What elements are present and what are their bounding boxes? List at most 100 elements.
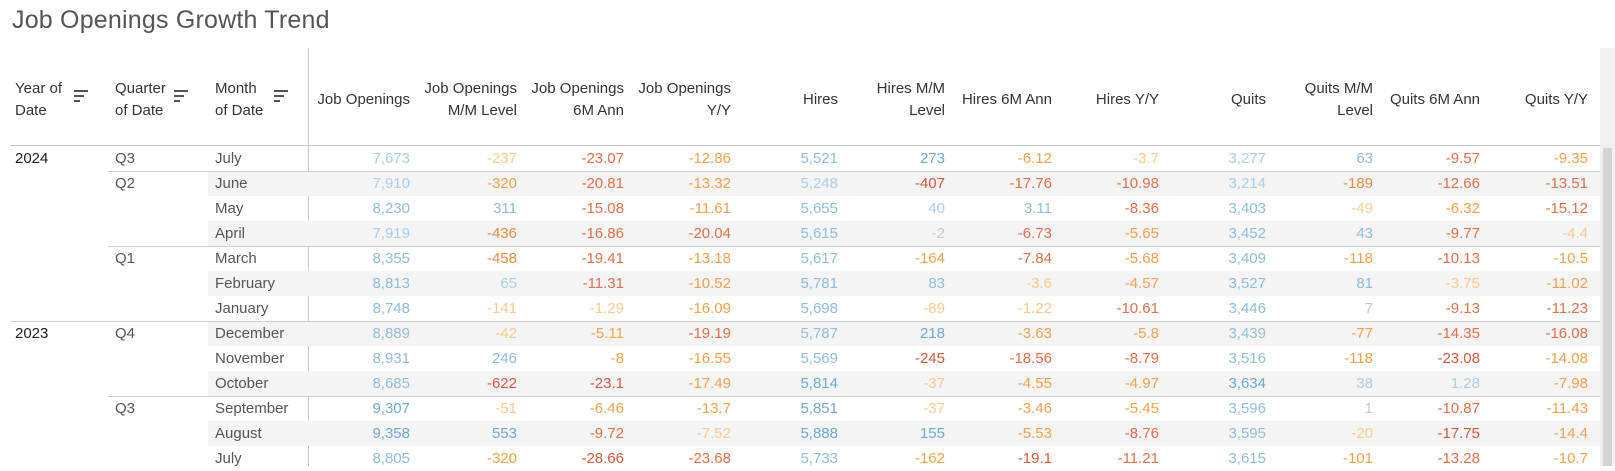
- value-cell[interactable]: -11.02: [1546, 275, 1588, 292]
- value-cell[interactable]: -14.08: [1545, 350, 1588, 367]
- value-cell[interactable]: -9.72: [589, 425, 624, 442]
- value-cell[interactable]: -101: [1342, 450, 1373, 467]
- value-cell[interactable]: -6.73: [1017, 225, 1052, 242]
- value-cell[interactable]: -6.46: [589, 400, 624, 417]
- value-cell[interactable]: 8,230: [372, 200, 410, 217]
- value-cell[interactable]: 3,409: [1228, 250, 1266, 267]
- value-cell[interactable]: 5,888: [800, 425, 838, 442]
- value-cell[interactable]: -10.98: [1116, 175, 1159, 192]
- value-cell[interactable]: -10.5: [1553, 250, 1588, 267]
- value-cell[interactable]: -37: [923, 375, 945, 392]
- value-cell[interactable]: -8.76: [1124, 425, 1159, 442]
- value-cell[interactable]: -6.12: [1017, 150, 1052, 167]
- value-cell[interactable]: -8: [610, 350, 624, 367]
- value-cell[interactable]: -7.98: [1553, 375, 1588, 392]
- sort-icon[interactable]: [274, 90, 288, 103]
- value-cell[interactable]: -3.46: [1017, 400, 1052, 417]
- value-cell[interactable]: 5,569: [800, 350, 838, 367]
- value-cell[interactable]: 5,733: [800, 450, 838, 467]
- value-cell[interactable]: -9.57: [1445, 150, 1480, 167]
- value-cell[interactable]: 5,781: [800, 275, 838, 292]
- value-cell[interactable]: -28.66: [581, 450, 624, 467]
- value-cell[interactable]: -10.7: [1553, 450, 1588, 467]
- value-cell[interactable]: 3.11: [1023, 200, 1052, 217]
- value-cell[interactable]: -15.12: [1545, 200, 1588, 217]
- value-cell[interactable]: -16.08: [1545, 325, 1588, 342]
- value-cell[interactable]: -10.87: [1437, 400, 1480, 417]
- value-cell[interactable]: -162: [914, 450, 945, 467]
- value-cell[interactable]: -77: [1351, 325, 1373, 342]
- value-cell[interactable]: -12.86: [688, 150, 731, 167]
- value-cell[interactable]: -10.52: [688, 275, 731, 292]
- value-cell[interactable]: -11.61: [689, 200, 731, 217]
- value-cell[interactable]: -11.21: [1117, 450, 1159, 467]
- value-cell[interactable]: -49: [1351, 200, 1373, 217]
- value-cell[interactable]: 63: [1356, 150, 1373, 167]
- value-cell[interactable]: 3,634: [1228, 375, 1266, 392]
- value-cell[interactable]: -10.61: [1116, 300, 1159, 317]
- column-header[interactable]: Hires: [718, 78, 838, 122]
- value-cell[interactable]: 8,748: [372, 300, 410, 317]
- value-cell[interactable]: -2: [931, 225, 945, 242]
- value-cell[interactable]: -237: [486, 150, 517, 167]
- value-cell[interactable]: -16.55: [688, 350, 731, 367]
- value-cell[interactable]: -7.52: [696, 425, 731, 442]
- column-header[interactable]: Job Openings M/M Level: [397, 78, 517, 122]
- column-header[interactable]: Hires 6M Ann: [932, 78, 1052, 122]
- value-cell[interactable]: 40: [928, 200, 945, 217]
- value-cell[interactable]: -11.31: [582, 275, 624, 292]
- value-cell[interactable]: 3,615: [1228, 450, 1266, 467]
- value-cell[interactable]: 5,851: [800, 400, 838, 417]
- value-cell[interactable]: -5.53: [1017, 425, 1052, 442]
- value-cell[interactable]: -8.36: [1124, 200, 1159, 217]
- value-cell[interactable]: -9.77: [1445, 225, 1480, 242]
- column-header[interactable]: Job Openings 6M Ann: [504, 78, 624, 122]
- value-cell[interactable]: -19.41: [581, 250, 624, 267]
- value-cell[interactable]: 9,307: [372, 400, 410, 417]
- value-cell[interactable]: -17.49: [688, 375, 731, 392]
- value-cell[interactable]: 1: [1364, 400, 1373, 417]
- value-cell[interactable]: 5,655: [800, 200, 838, 217]
- value-cell[interactable]: -245: [914, 350, 945, 367]
- value-cell[interactable]: 311: [493, 200, 517, 217]
- value-cell[interactable]: -622: [486, 375, 517, 392]
- value-cell[interactable]: -51: [495, 400, 517, 417]
- value-cell[interactable]: 218: [919, 325, 945, 342]
- value-cell[interactable]: 3,596: [1228, 400, 1266, 417]
- value-cell[interactable]: -20.81: [581, 175, 624, 192]
- value-cell[interactable]: -5.65: [1124, 225, 1159, 242]
- value-cell[interactable]: -14.4: [1553, 425, 1588, 442]
- value-cell[interactable]: -118: [1344, 250, 1373, 267]
- value-cell[interactable]: 155: [919, 425, 945, 442]
- value-cell[interactable]: 43: [1356, 225, 1373, 242]
- value-cell[interactable]: 3,214: [1228, 175, 1266, 192]
- value-cell[interactable]: 3,446: [1228, 300, 1266, 317]
- value-cell[interactable]: 553: [491, 425, 517, 442]
- sort-icon[interactable]: [74, 90, 88, 103]
- value-cell[interactable]: -16.86: [581, 225, 624, 242]
- value-cell[interactable]: -17.75: [1437, 425, 1480, 442]
- value-cell[interactable]: -37: [923, 400, 945, 417]
- value-cell[interactable]: 9,358: [372, 425, 410, 442]
- value-cell[interactable]: -14.35: [1437, 325, 1480, 342]
- value-cell[interactable]: 3,595: [1228, 425, 1266, 442]
- value-cell[interactable]: 81: [1356, 275, 1373, 292]
- column-header[interactable]: Quits M/M Level: [1253, 78, 1373, 122]
- value-cell[interactable]: 5,787: [800, 325, 838, 342]
- value-cell[interactable]: -118: [1344, 350, 1373, 367]
- value-cell[interactable]: -8.79: [1124, 350, 1159, 367]
- value-cell[interactable]: -4.57: [1124, 275, 1159, 292]
- value-cell[interactable]: -3.75: [1445, 275, 1480, 292]
- value-cell[interactable]: -7.84: [1017, 250, 1052, 267]
- value-cell[interactable]: 5,521: [800, 150, 838, 167]
- value-cell[interactable]: -3.6: [1026, 275, 1052, 292]
- value-cell[interactable]: -141: [486, 300, 517, 317]
- value-cell[interactable]: -15.08: [581, 200, 624, 217]
- value-cell[interactable]: -13.18: [688, 250, 731, 267]
- column-header[interactable]: Quits 6M Ann: [1360, 78, 1480, 122]
- value-cell[interactable]: -23.1: [589, 375, 624, 392]
- header-quarter-of-date[interactable]: Quarter of Date: [115, 78, 166, 122]
- value-cell[interactable]: -4.4: [1562, 225, 1588, 242]
- value-cell[interactable]: 5,615: [800, 225, 838, 242]
- value-cell[interactable]: 8,805: [372, 450, 410, 467]
